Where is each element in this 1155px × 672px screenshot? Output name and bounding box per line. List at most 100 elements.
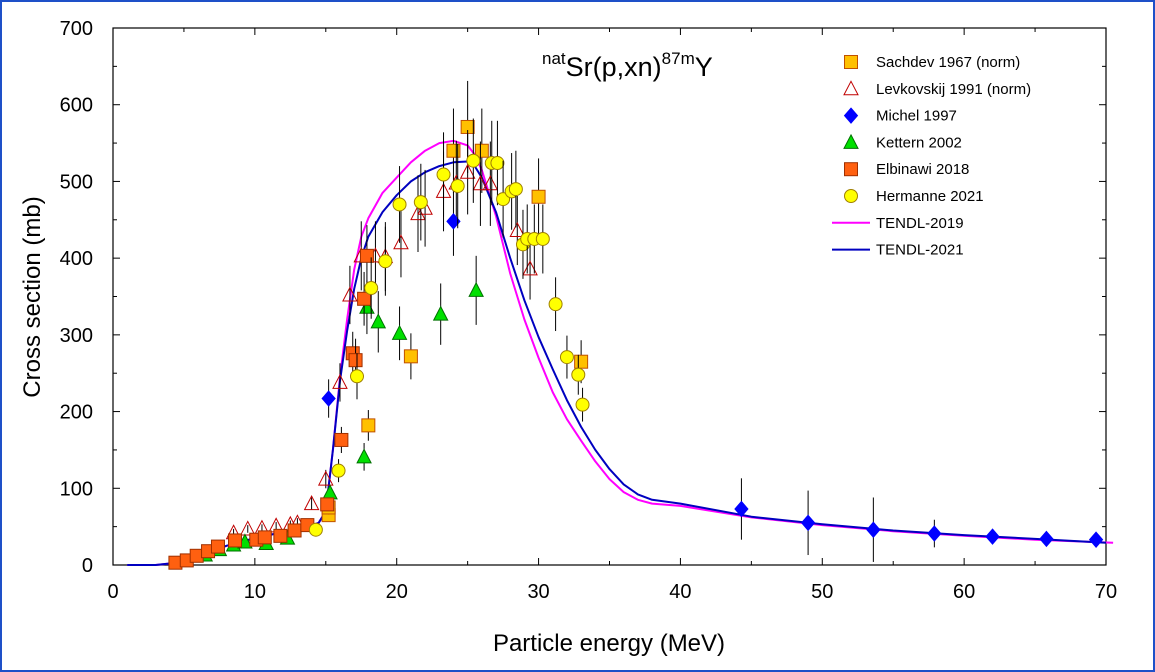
data-point xyxy=(734,500,749,518)
data-point xyxy=(332,373,348,389)
data-point xyxy=(359,298,375,314)
legend-label: TENDL-2021 xyxy=(876,242,964,259)
data-point xyxy=(331,463,346,478)
y-tick-label: 100 xyxy=(60,478,93,500)
data-point xyxy=(509,221,526,238)
data-point xyxy=(574,354,589,369)
data-point xyxy=(349,369,364,384)
y-tick-label: 400 xyxy=(60,248,93,270)
x-tick-label: 0 xyxy=(107,581,118,603)
data-point xyxy=(356,448,372,464)
data-point xyxy=(359,248,374,263)
data-point xyxy=(490,156,505,171)
x-tick-label: 10 xyxy=(244,581,266,603)
data-point xyxy=(320,497,335,512)
y-axis-label: Cross section (mb) xyxy=(19,196,46,397)
x-tick-label: 20 xyxy=(386,581,408,603)
data-point xyxy=(287,523,302,538)
x-axis-label: Particle energy (MeV) xyxy=(493,630,725,657)
y-tick-label: 700 xyxy=(60,18,93,40)
series-kettern-2002 xyxy=(197,255,484,562)
legend-label: Elbinawi 2018 xyxy=(876,161,969,178)
data-point xyxy=(436,167,451,182)
data-point xyxy=(348,353,363,368)
data-point xyxy=(403,349,418,364)
data-point xyxy=(482,175,499,191)
data-point xyxy=(392,197,407,212)
legend-marker xyxy=(843,107,859,124)
legend-marker xyxy=(844,162,858,177)
data-point xyxy=(1039,530,1054,548)
data-point xyxy=(866,521,881,538)
data-point xyxy=(361,418,376,433)
data-point xyxy=(410,205,426,221)
data-point xyxy=(575,397,590,412)
x-tick-label: 70 xyxy=(1095,581,1117,603)
data-point xyxy=(413,195,428,210)
data-point xyxy=(800,514,816,532)
data-point xyxy=(391,324,408,340)
y-tick-label: 300 xyxy=(60,325,93,347)
data-point xyxy=(472,175,489,191)
data-point xyxy=(317,470,334,486)
data-point xyxy=(393,234,409,250)
y-tick-label: 200 xyxy=(60,402,93,424)
legend-marker xyxy=(844,189,858,203)
plot-area xyxy=(112,27,1107,566)
x-tick-label: 50 xyxy=(811,581,833,603)
data-point xyxy=(985,528,1000,545)
data-point xyxy=(342,286,358,302)
legend-label: Sachdev 1967 (norm) xyxy=(876,54,1020,71)
data-point xyxy=(548,297,563,312)
data-point xyxy=(357,291,372,306)
legend-marker xyxy=(844,55,858,69)
series-michel-1997 xyxy=(321,186,1104,562)
x-tick-label: 60 xyxy=(953,581,975,603)
data-point xyxy=(522,260,538,276)
data-point xyxy=(1088,531,1104,548)
data-point xyxy=(559,350,574,365)
data-point xyxy=(210,539,225,554)
data-point xyxy=(535,231,550,246)
legend-label: Levkovskij 1991 (norm) xyxy=(876,81,1031,98)
data-point xyxy=(308,522,323,537)
legend-marker xyxy=(843,80,859,96)
data-point xyxy=(459,163,476,179)
data-point xyxy=(364,281,379,296)
data-point xyxy=(432,305,449,321)
data-point xyxy=(378,254,393,269)
x-tick-label: 40 xyxy=(669,581,691,603)
series-levkovskij-1991-norm xyxy=(225,130,538,540)
data-point xyxy=(370,313,387,329)
data-point xyxy=(321,390,336,407)
legend-label: Hermanne 2021 xyxy=(876,188,984,205)
series-elbinawi-2018 xyxy=(168,225,374,570)
data-point xyxy=(508,182,523,197)
data-point xyxy=(227,533,242,548)
data-point xyxy=(273,528,288,543)
data-point xyxy=(466,153,481,168)
data-point xyxy=(474,143,489,158)
chart-title: natSr(p,xn)87mY xyxy=(542,49,713,82)
y-tick-label: 600 xyxy=(60,95,93,117)
data-point xyxy=(303,495,320,511)
legend-label: TENDL-2019 xyxy=(876,215,964,232)
data-point xyxy=(257,530,272,545)
data-point xyxy=(322,484,338,500)
legend: Sachdev 1967 (norm) Levkovskij 1991 (norm… xyxy=(832,54,1031,259)
y-tick-label: 0 xyxy=(82,555,93,577)
data-point xyxy=(239,520,256,536)
x-tick-label: 30 xyxy=(527,581,549,603)
data-point xyxy=(531,189,546,204)
series-hermanne-2021 xyxy=(308,118,590,537)
data-point xyxy=(334,432,349,447)
data-point xyxy=(927,525,942,542)
legend-label: Michel 1997 xyxy=(876,108,957,125)
y-tick-label: 500 xyxy=(60,171,93,193)
legend-marker xyxy=(843,133,859,149)
data-point xyxy=(468,281,484,297)
legend-label: Kettern 2002 xyxy=(876,134,962,151)
data-point xyxy=(450,179,465,194)
data-point xyxy=(571,367,586,382)
